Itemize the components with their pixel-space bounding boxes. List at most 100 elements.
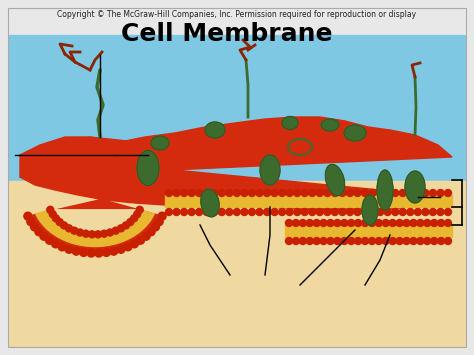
- Circle shape: [410, 237, 417, 245]
- Circle shape: [35, 228, 43, 236]
- Circle shape: [286, 208, 293, 215]
- Circle shape: [49, 211, 56, 218]
- Circle shape: [396, 219, 403, 226]
- Circle shape: [368, 219, 375, 226]
- Polygon shape: [50, 210, 140, 234]
- Circle shape: [181, 190, 188, 197]
- Circle shape: [396, 237, 403, 245]
- Ellipse shape: [137, 151, 159, 186]
- Circle shape: [158, 212, 166, 220]
- Circle shape: [384, 190, 391, 197]
- Circle shape: [285, 237, 292, 245]
- Circle shape: [437, 208, 444, 215]
- Circle shape: [124, 243, 132, 251]
- Circle shape: [279, 190, 286, 197]
- Circle shape: [294, 208, 301, 215]
- Circle shape: [95, 249, 103, 257]
- Circle shape: [429, 208, 437, 215]
- Circle shape: [256, 208, 263, 215]
- Circle shape: [241, 190, 248, 197]
- Circle shape: [82, 230, 90, 237]
- Circle shape: [445, 219, 452, 226]
- Circle shape: [76, 229, 83, 236]
- Circle shape: [40, 232, 48, 240]
- Ellipse shape: [205, 122, 225, 138]
- Circle shape: [137, 236, 145, 244]
- Circle shape: [102, 248, 110, 256]
- Circle shape: [424, 219, 431, 226]
- Circle shape: [431, 237, 438, 245]
- Circle shape: [431, 219, 438, 226]
- Circle shape: [403, 219, 410, 226]
- Circle shape: [226, 190, 233, 197]
- Circle shape: [47, 206, 54, 213]
- Circle shape: [87, 249, 95, 257]
- Circle shape: [233, 190, 240, 197]
- Circle shape: [377, 208, 383, 215]
- Circle shape: [399, 208, 406, 215]
- Text: Copyright © The McGraw-Hill Companies, Inc. Permission required for reproduction: Copyright © The McGraw-Hill Companies, I…: [57, 10, 417, 19]
- Circle shape: [248, 190, 255, 197]
- Circle shape: [219, 208, 225, 215]
- Circle shape: [339, 208, 346, 215]
- Circle shape: [316, 190, 323, 197]
- Circle shape: [292, 237, 300, 245]
- Circle shape: [72, 247, 80, 255]
- Circle shape: [392, 190, 399, 197]
- Polygon shape: [36, 210, 154, 246]
- Circle shape: [392, 208, 399, 215]
- Circle shape: [355, 237, 362, 245]
- Circle shape: [117, 245, 125, 253]
- Circle shape: [264, 190, 271, 197]
- Circle shape: [118, 225, 125, 232]
- Circle shape: [110, 247, 118, 255]
- Ellipse shape: [405, 171, 425, 203]
- Circle shape: [27, 218, 35, 226]
- Circle shape: [327, 219, 334, 226]
- Ellipse shape: [201, 189, 219, 217]
- Circle shape: [407, 208, 414, 215]
- Circle shape: [316, 208, 323, 215]
- Circle shape: [165, 190, 173, 197]
- Circle shape: [89, 231, 95, 238]
- Circle shape: [58, 243, 66, 251]
- Circle shape: [324, 190, 331, 197]
- Bar: [285, 225, 452, 237]
- Circle shape: [299, 237, 306, 245]
- Circle shape: [196, 208, 203, 215]
- Polygon shape: [20, 117, 452, 212]
- Circle shape: [211, 190, 218, 197]
- Circle shape: [155, 218, 163, 226]
- Ellipse shape: [151, 136, 169, 150]
- Circle shape: [147, 228, 155, 236]
- Circle shape: [417, 219, 424, 226]
- Circle shape: [301, 190, 308, 197]
- Circle shape: [313, 219, 320, 226]
- Ellipse shape: [260, 155, 280, 185]
- Circle shape: [233, 208, 240, 215]
- Circle shape: [369, 208, 376, 215]
- Circle shape: [248, 208, 255, 215]
- Circle shape: [331, 208, 338, 215]
- Circle shape: [437, 190, 444, 197]
- Circle shape: [331, 190, 338, 197]
- Bar: [9, 35, 465, 205]
- Circle shape: [271, 190, 278, 197]
- Circle shape: [368, 237, 375, 245]
- Circle shape: [414, 190, 421, 197]
- Circle shape: [369, 190, 376, 197]
- Circle shape: [306, 237, 313, 245]
- Circle shape: [320, 219, 327, 226]
- Circle shape: [407, 190, 414, 197]
- Circle shape: [348, 237, 355, 245]
- Circle shape: [56, 219, 63, 225]
- Circle shape: [429, 190, 437, 197]
- Circle shape: [264, 208, 271, 215]
- Circle shape: [173, 190, 180, 197]
- Circle shape: [127, 219, 134, 225]
- Circle shape: [324, 208, 331, 215]
- Circle shape: [438, 237, 445, 245]
- Circle shape: [341, 219, 348, 226]
- Circle shape: [294, 190, 301, 197]
- Circle shape: [354, 208, 361, 215]
